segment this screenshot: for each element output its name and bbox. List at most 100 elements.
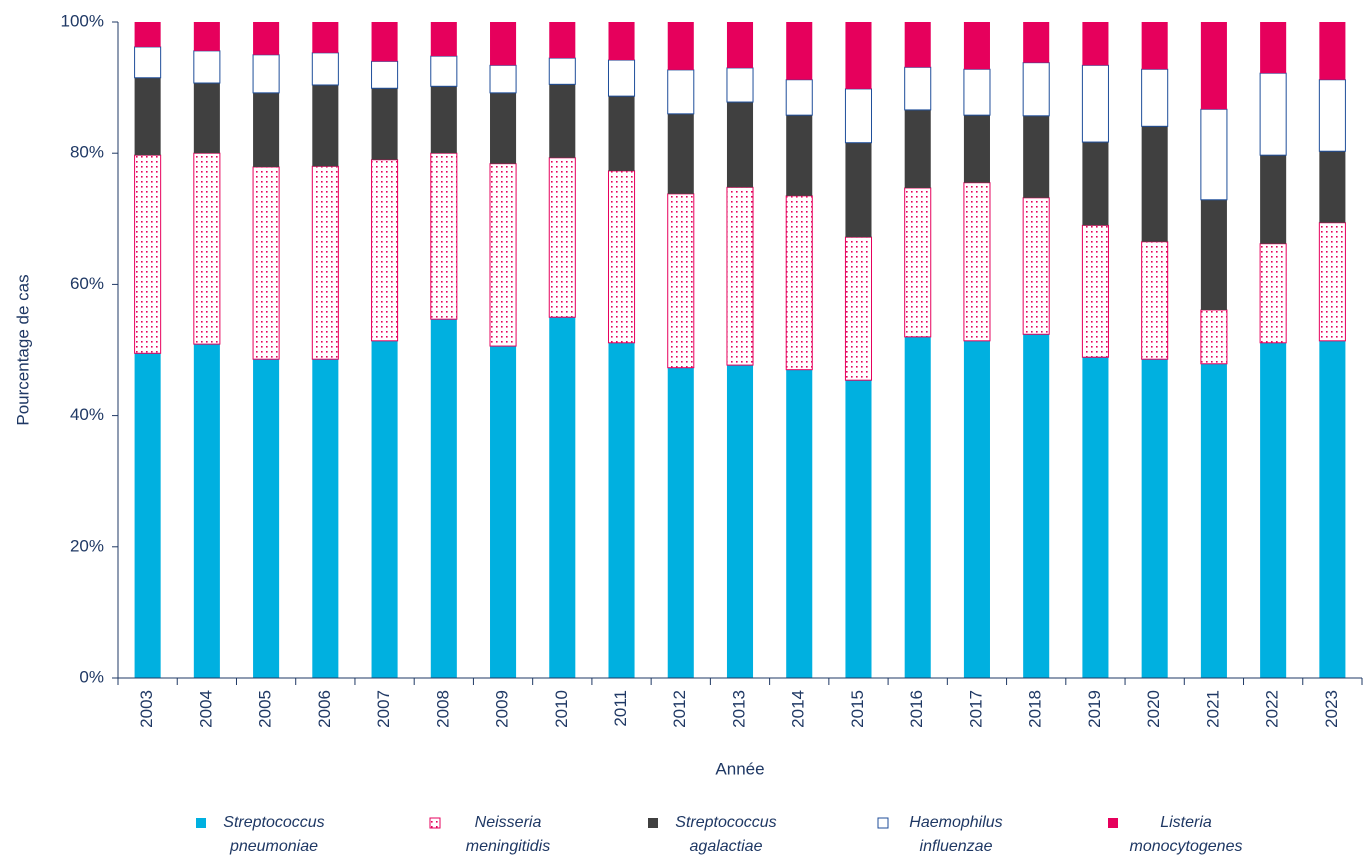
x-tick-label: 2005 xyxy=(256,690,275,728)
bar-segment xyxy=(963,340,990,678)
x-tick-label: 2003 xyxy=(137,690,156,728)
bar-segment xyxy=(253,92,280,167)
x-tick-label: 2018 xyxy=(1026,690,1045,728)
x-tick-label: 2007 xyxy=(374,690,393,728)
bar-segment xyxy=(252,166,280,360)
bar-segment xyxy=(667,367,694,678)
bar-segment xyxy=(1082,142,1109,226)
bar-segment xyxy=(786,115,813,196)
bar-segment xyxy=(1200,22,1227,110)
bar-segment xyxy=(1081,224,1109,358)
bar-segment xyxy=(312,359,339,678)
bar-segment xyxy=(193,22,220,51)
bar-segment xyxy=(667,113,694,194)
bar-segment xyxy=(1200,108,1228,201)
bar-segment xyxy=(1023,115,1050,198)
x-tick-label: 2019 xyxy=(1085,690,1104,728)
x-tick-label: 2009 xyxy=(493,690,512,728)
bar-segment xyxy=(193,344,220,678)
x-tick-label: 2016 xyxy=(907,690,926,728)
bar-segment xyxy=(1200,363,1227,678)
x-tick-label: 2011 xyxy=(611,690,630,727)
legend-label: Haemophilus influenzae xyxy=(909,814,1002,855)
y-tick-label: 60% xyxy=(70,274,104,293)
bar-segment xyxy=(490,22,517,66)
bar-segment xyxy=(1200,309,1228,365)
bar-segment xyxy=(371,159,399,342)
bar-segment xyxy=(845,22,872,89)
bar-segment xyxy=(1082,22,1109,66)
bar-segment xyxy=(1319,151,1346,223)
legend-swatch xyxy=(429,817,441,829)
bar-segment xyxy=(904,187,932,338)
x-tick-label: 2010 xyxy=(552,690,571,728)
bar-segment xyxy=(844,236,873,381)
bar-segment xyxy=(548,157,576,318)
bar-segment xyxy=(252,54,280,94)
bar-segment xyxy=(489,64,517,94)
bar-segment xyxy=(253,22,280,55)
legend-label: Streptococcus agalactiae xyxy=(675,814,776,855)
bar-segment xyxy=(726,67,754,103)
bar-segment xyxy=(607,170,636,344)
bar-segment xyxy=(430,86,457,154)
legend-swatch xyxy=(196,818,206,828)
x-tick-label: 2004 xyxy=(196,690,215,728)
bar-segment xyxy=(430,319,457,678)
legend-label: Listeria monocytogenes xyxy=(1130,814,1243,855)
bar-segment xyxy=(371,22,398,62)
bar-segment xyxy=(845,380,872,678)
bar-segment xyxy=(1141,241,1169,360)
bar-segment xyxy=(1141,68,1169,127)
bar-segment xyxy=(726,186,754,366)
bar-segment xyxy=(963,68,991,116)
bar-segment xyxy=(193,83,220,154)
bar-segment xyxy=(608,96,635,171)
bar-segment xyxy=(549,22,576,59)
bar-segment xyxy=(193,50,221,84)
bar-segment xyxy=(490,92,517,164)
bar-segment xyxy=(1318,222,1346,342)
legend-swatch xyxy=(648,818,658,828)
x-tick-label: 2012 xyxy=(670,690,689,728)
bar-segment xyxy=(549,317,576,678)
y-tick-label: 0% xyxy=(79,667,104,686)
x-tick-label: 2008 xyxy=(433,690,452,728)
bar-segment xyxy=(1260,155,1287,244)
x-tick-label: 2021 xyxy=(1203,690,1222,728)
bar-segment xyxy=(134,77,161,156)
bar-segment xyxy=(371,60,399,89)
bar-segment xyxy=(1141,359,1168,678)
bar-segment xyxy=(371,340,398,678)
bar-segment xyxy=(548,57,576,85)
bar-segment xyxy=(1260,342,1287,678)
bar-segment xyxy=(904,109,931,188)
bar-segment xyxy=(963,182,991,342)
bar-segment xyxy=(963,115,990,183)
y-tick-label: 20% xyxy=(70,536,104,555)
bar-segment xyxy=(607,59,636,97)
y-axis-title: Pourcentage de cas xyxy=(13,274,32,425)
bar-segment xyxy=(845,142,872,238)
bar-segment xyxy=(1259,243,1287,344)
bar-segment xyxy=(726,365,754,678)
bar-segment xyxy=(549,84,576,158)
bar-segment xyxy=(726,22,754,68)
bar-segment xyxy=(311,165,339,360)
bar-segment xyxy=(904,66,932,111)
bar-segment xyxy=(786,369,813,678)
bar-segment xyxy=(667,69,695,115)
bar-segment xyxy=(1141,126,1168,242)
legend-label: Streptococcus pneumoniae xyxy=(223,814,324,855)
bar-segment xyxy=(786,22,813,80)
bar-segment xyxy=(253,359,280,678)
x-tick-label: 2006 xyxy=(315,690,334,728)
bar-segment xyxy=(1318,79,1346,152)
bar-segment xyxy=(667,22,694,70)
y-tick-label: 40% xyxy=(70,405,104,424)
bar-segment xyxy=(193,152,221,345)
bar-segment xyxy=(785,79,813,116)
bar-segment xyxy=(134,154,162,354)
bar-segment xyxy=(134,46,162,79)
bar-segment xyxy=(430,55,458,87)
